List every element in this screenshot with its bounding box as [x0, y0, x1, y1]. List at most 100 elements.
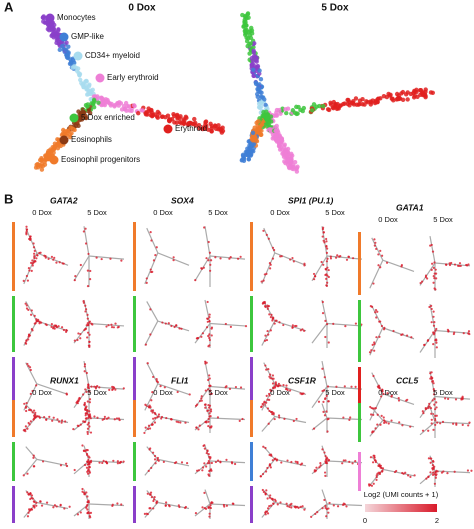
cell-dot — [207, 424, 210, 428]
cell-dot — [209, 263, 212, 266]
cell-dot — [151, 391, 154, 394]
cell-dot — [290, 506, 293, 509]
cell-dot — [291, 326, 294, 329]
cell-dot — [78, 396, 81, 400]
cell-dot — [350, 385, 353, 388]
cell-dot — [35, 415, 38, 418]
cell-dot — [241, 24, 246, 29]
cell-dot — [324, 268, 328, 271]
cell-dot — [373, 98, 379, 103]
cell-dot — [429, 461, 432, 464]
cell-dot — [180, 461, 184, 464]
cell-dot — [266, 466, 269, 470]
cell-dot — [209, 504, 212, 507]
cell-dot — [83, 363, 87, 366]
cell-dot — [112, 326, 116, 329]
cell-dot — [127, 108, 132, 113]
cell-dot — [198, 399, 202, 403]
cell-dot — [188, 393, 191, 396]
cell-dot — [321, 367, 324, 370]
cell-dot — [269, 316, 273, 319]
cell-dot — [342, 101, 347, 106]
cell-dot — [385, 261, 389, 264]
cell-dot — [116, 460, 119, 463]
cell-dot — [81, 487, 84, 491]
cell-dot — [398, 421, 401, 424]
cell-dot — [327, 275, 330, 279]
cell-dot — [219, 460, 222, 463]
cell-dot — [401, 424, 404, 427]
cell-dot — [432, 393, 436, 396]
cell-dot — [29, 261, 33, 264]
cell-dot — [395, 469, 398, 473]
cell-dot — [240, 153, 246, 159]
cell-dot — [149, 491, 153, 494]
cell-dot — [87, 465, 91, 469]
cell-dot — [79, 263, 82, 267]
cell-dot — [86, 408, 89, 412]
cell-dot — [280, 255, 283, 258]
cell-dot — [39, 500, 42, 503]
cell-dot — [286, 505, 289, 508]
cell-dot — [369, 413, 373, 416]
cell-dot — [25, 304, 28, 307]
legend-dot — [49, 155, 59, 165]
cell-dot — [265, 401, 268, 404]
cell-dot — [86, 472, 90, 475]
cell-dot — [382, 392, 385, 396]
cell-dot — [225, 458, 228, 461]
cell-dot — [86, 336, 89, 339]
cell-dot — [364, 99, 369, 104]
cell-dot — [33, 249, 36, 252]
trajectory — [434, 395, 471, 400]
cell-dot — [108, 388, 111, 391]
cell-dot — [22, 279, 25, 282]
cell-dot — [32, 454, 35, 457]
cell-dot — [427, 457, 431, 460]
cell-dot — [67, 135, 73, 140]
cell-dot — [261, 302, 264, 305]
cell-dot — [114, 322, 117, 325]
cell-dot — [441, 420, 445, 423]
cell-dot — [110, 326, 114, 329]
cell-dot — [326, 257, 329, 260]
cell-dot — [208, 374, 211, 377]
cell-dot — [268, 262, 271, 265]
cell-dot — [435, 341, 438, 344]
cell-dot — [136, 110, 141, 116]
cell-dot — [448, 262, 451, 265]
cell-dot — [26, 515, 30, 518]
cell-dot — [69, 130, 74, 136]
trajectory — [73, 255, 90, 282]
cell-dot — [197, 428, 200, 431]
cell-dot — [79, 332, 82, 336]
cell-dot — [271, 498, 274, 501]
cell-dot — [435, 473, 438, 476]
cell-dot — [71, 57, 76, 63]
cell-dot — [210, 426, 213, 429]
cell-dot — [282, 142, 287, 147]
cell-dot — [435, 406, 438, 409]
cell-dot — [64, 330, 68, 333]
cell-dot — [434, 419, 437, 422]
trajectory — [326, 255, 363, 260]
cell-dot — [73, 123, 79, 129]
cell-dot — [207, 417, 210, 420]
cell-dot — [161, 321, 164, 324]
cell-dot — [24, 302, 27, 305]
group-bar — [12, 357, 15, 417]
cell-dot — [278, 111, 283, 116]
cell-dot — [72, 428, 75, 431]
cell-dot — [394, 91, 400, 97]
cell-dot — [418, 92, 423, 97]
trajectory — [204, 299, 211, 324]
trajectory — [326, 385, 363, 390]
cell-dot — [163, 386, 166, 389]
cell-dot — [233, 462, 237, 466]
cell-dot — [269, 267, 272, 270]
cell-dot — [116, 502, 119, 505]
cell-dot — [260, 405, 263, 408]
condition-label: 5 Dox — [87, 208, 107, 217]
cell-dot — [268, 409, 271, 413]
cell-dot — [466, 264, 469, 267]
